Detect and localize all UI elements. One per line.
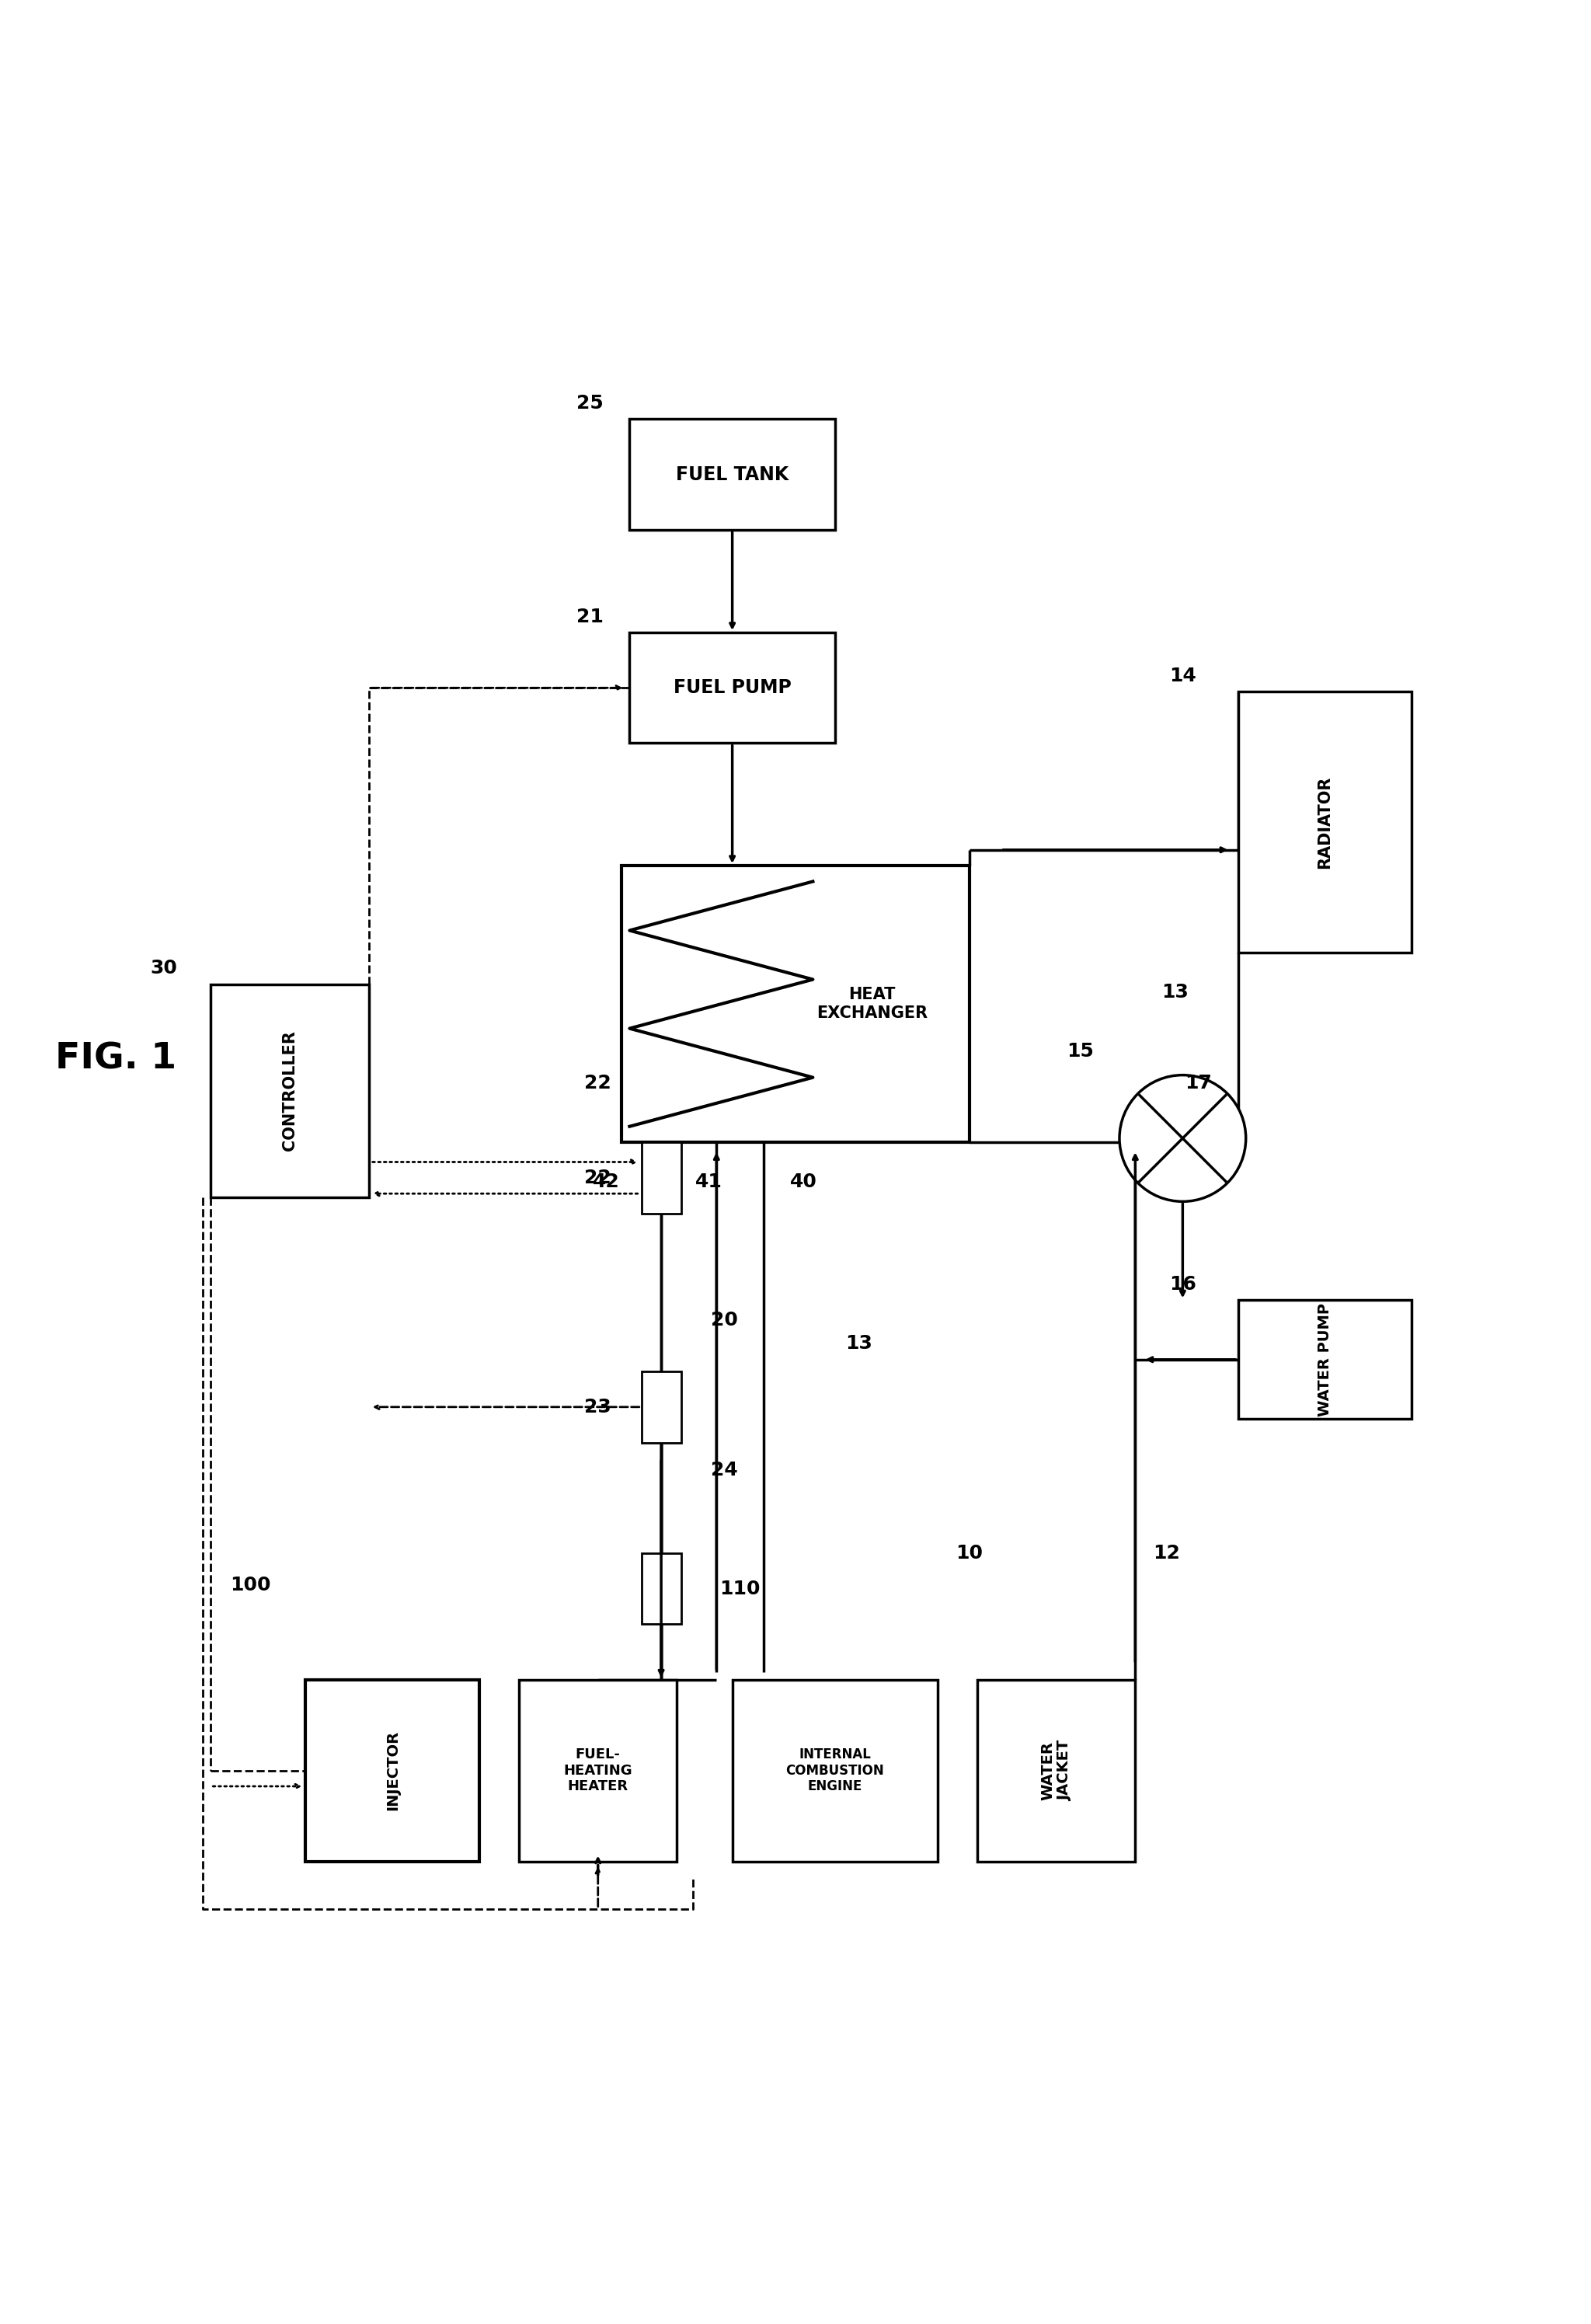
Text: INTERNAL
COMBUSTION
ENGINE: INTERNAL COMBUSTION ENGINE <box>786 1748 885 1794</box>
Bar <box>630 632 835 744</box>
Text: 100: 100 <box>231 1576 270 1594</box>
Bar <box>630 418 835 530</box>
Text: 30: 30 <box>150 960 177 978</box>
Text: WATER
JACKET: WATER JACKET <box>1041 1741 1072 1801</box>
Text: FUEL-
HEATING
HEATER: FUEL- HEATING HEATER <box>563 1748 632 1794</box>
Bar <box>622 865 969 1141</box>
Text: 15: 15 <box>1066 1041 1093 1060</box>
Text: INJECTOR: INJECTOR <box>385 1731 399 1810</box>
Text: 23: 23 <box>584 1397 611 1415</box>
Text: CONTROLLER: CONTROLLER <box>282 1032 298 1150</box>
Bar <box>641 1371 681 1443</box>
Bar <box>1238 1301 1411 1420</box>
Bar <box>305 1680 479 1862</box>
Text: FUEL PUMP: FUEL PUMP <box>673 679 791 697</box>
Text: 110: 110 <box>719 1580 760 1599</box>
Text: 25: 25 <box>576 395 603 414</box>
Text: FIG. 1: FIG. 1 <box>56 1041 177 1076</box>
Text: 22: 22 <box>584 1074 611 1092</box>
Text: 16: 16 <box>1169 1276 1196 1294</box>
Bar <box>641 1552 681 1624</box>
Text: 13: 13 <box>1161 983 1188 1002</box>
Circle shape <box>1120 1076 1246 1202</box>
Text: FUEL TANK: FUEL TANK <box>676 465 789 483</box>
Bar <box>641 1141 681 1213</box>
Text: 21: 21 <box>576 607 603 625</box>
Bar <box>519 1680 678 1862</box>
Text: 24: 24 <box>711 1462 738 1480</box>
Bar <box>977 1680 1136 1862</box>
Text: 10: 10 <box>956 1543 983 1562</box>
Text: 12: 12 <box>1153 1543 1181 1562</box>
Bar <box>732 1680 937 1862</box>
Text: 22: 22 <box>584 1169 611 1188</box>
Bar <box>212 983 369 1197</box>
Text: WATER PUMP: WATER PUMP <box>1317 1304 1332 1415</box>
Text: 42: 42 <box>592 1171 619 1192</box>
Text: 17: 17 <box>1185 1074 1212 1092</box>
Text: 20: 20 <box>711 1311 738 1329</box>
Text: 13: 13 <box>845 1334 872 1353</box>
Text: RADIATOR: RADIATOR <box>1317 776 1333 869</box>
Text: 14: 14 <box>1169 667 1196 686</box>
Text: 40: 40 <box>789 1171 816 1192</box>
Text: 41: 41 <box>695 1171 722 1192</box>
Bar <box>1238 693 1411 953</box>
Text: HEAT
EXCHANGER: HEAT EXCHANGER <box>816 988 928 1020</box>
